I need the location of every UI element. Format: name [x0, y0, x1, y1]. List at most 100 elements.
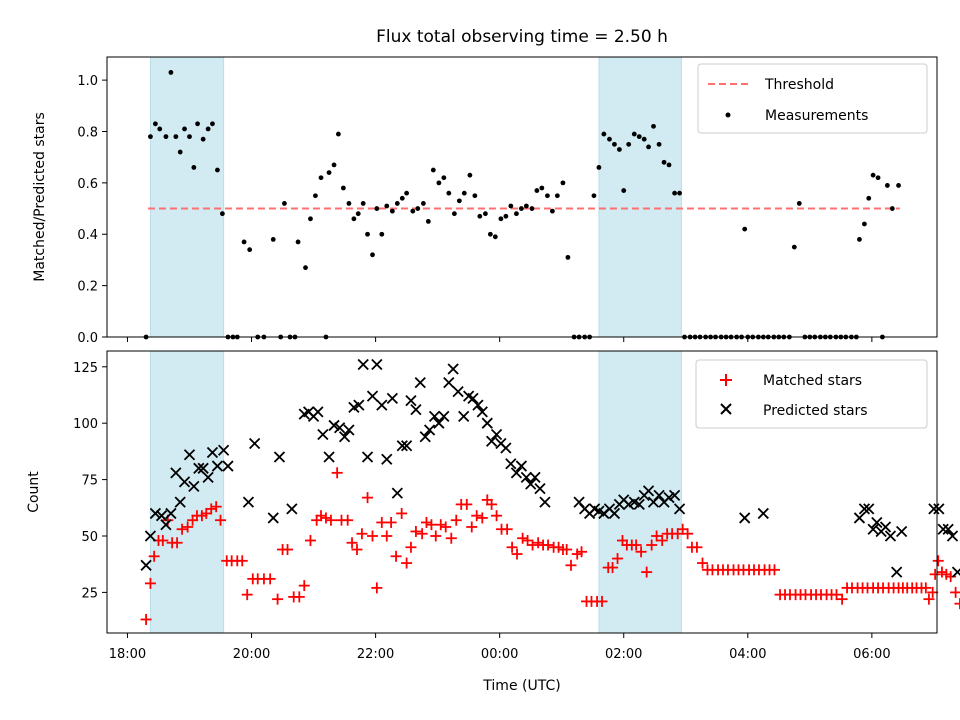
measurements-legend-label: Measurements [765, 108, 868, 124]
predicted-star-point [217, 444, 230, 456]
bottom-y-tick-label: 50 [81, 530, 98, 545]
predicted-star-point [249, 437, 261, 450]
matched-star-point [506, 541, 518, 553]
matched-star-point [831, 589, 843, 601]
matched-star-point [210, 501, 222, 513]
matched-star-point [517, 532, 529, 544]
top-y-tick-label: 0.6 [77, 177, 98, 192]
measurement-point [430, 167, 436, 173]
x-tick-label: 04:00 [729, 647, 766, 662]
measurement-point [351, 216, 357, 222]
matched-star-point [923, 593, 935, 605]
matched-star-point [450, 514, 462, 526]
bottom-x-ticks: 18:00 20:00 22:00 00:00 02:00 04:00 06:00 [109, 633, 891, 662]
x-tick-label: 22:00 [357, 647, 394, 662]
matched-star-point [144, 577, 156, 589]
measurement-point [518, 206, 524, 211]
matched-star-point [420, 516, 432, 528]
x-tick-label: 20:00 [233, 647, 270, 662]
predicted-star-point [472, 399, 484, 411]
predicted-star-point [951, 566, 960, 578]
predicted-star-point [946, 530, 959, 542]
matched-star-point [346, 537, 358, 549]
bottom-legend: Matched stars Predicted stars [695, 359, 928, 429]
predicted-star-point [515, 460, 528, 472]
x-tick-label: 00:00 [481, 647, 518, 662]
measurement-point [379, 231, 385, 237]
bottom-y-tick-label: 25 [81, 586, 98, 601]
measurement-point [616, 147, 622, 152]
measurement-point [498, 216, 504, 222]
matched-star-point [298, 580, 310, 592]
predicted-star-point [520, 471, 532, 483]
matched-star-point [236, 555, 248, 567]
measurement-point [177, 149, 183, 155]
measurement-point [677, 190, 682, 196]
measurement-point [420, 201, 426, 206]
measurement-point [182, 126, 187, 132]
predicted-star-point [653, 489, 665, 502]
matched-star-point [836, 593, 848, 605]
measurement-point [270, 236, 276, 242]
predicted-star-point [863, 503, 875, 515]
matched-star-point [176, 523, 188, 535]
predicted-star-point [419, 431, 431, 443]
predicted-star-point [476, 406, 488, 418]
measurement-point [152, 121, 158, 127]
predicted-star-point [428, 410, 441, 423]
predicted-star-point [357, 358, 369, 371]
measurement-point [456, 198, 462, 204]
matched-star-point [576, 546, 588, 558]
measurement-point [492, 234, 498, 240]
bottom-y-tick-label: 125 [73, 361, 98, 376]
measurement-point [331, 162, 337, 168]
matched-stars-points [140, 467, 960, 625]
matched-star-point [371, 582, 383, 594]
measurement-point [313, 193, 318, 199]
top-y-ticks: 0.0 0.2 0.4 0.6 0.8 1.0 [77, 74, 107, 346]
predicted-star-point [323, 451, 335, 463]
matched-star-point [148, 550, 160, 562]
measurement-point [742, 226, 748, 232]
predicted-star-point [668, 489, 681, 502]
bottom-y-ticks: 25 50 75 100 125 [73, 361, 107, 601]
measurement-point [355, 211, 361, 217]
measurement-point [163, 134, 169, 140]
matched-star-point [342, 514, 354, 526]
measurement-point [168, 70, 174, 75]
matched-star-point [561, 544, 573, 556]
matched-star-point [596, 595, 608, 607]
matched-star-point [950, 586, 960, 598]
matched-star-point [331, 467, 343, 479]
measurement-point [621, 188, 627, 193]
matched-star-point [381, 530, 393, 542]
predicted-star-point [896, 525, 908, 538]
predicted-star-point [400, 440, 413, 452]
predicted-star-point [170, 467, 182, 479]
predicted-star-point [242, 496, 255, 508]
matched-star-point [635, 546, 647, 558]
predicted-star-point [423, 424, 436, 436]
top-y-tick-label: 1.0 [77, 74, 98, 89]
top-shaded-regions [149, 56, 682, 338]
matched-star-point [425, 519, 437, 531]
predicted-star-point [160, 519, 172, 531]
measurement-point [534, 188, 540, 193]
predicted-star-point [197, 462, 209, 474]
measurement-point [219, 211, 225, 217]
matched-star-point [390, 550, 402, 562]
matched-star-point [646, 539, 658, 551]
measurement-point [467, 172, 473, 178]
measurement-point [370, 252, 375, 258]
matched-legend-label: Matched stars [763, 373, 862, 389]
predicted-star-point [942, 523, 954, 535]
matched-star-point [697, 557, 709, 569]
matched-star-point [430, 530, 442, 542]
measurement-point [215, 167, 220, 173]
measurement-point [631, 131, 637, 137]
bottom-shaded-region [149, 350, 225, 634]
measurement-point [200, 136, 206, 142]
matched-star-point [491, 510, 503, 522]
predicted-star-point [178, 476, 191, 488]
